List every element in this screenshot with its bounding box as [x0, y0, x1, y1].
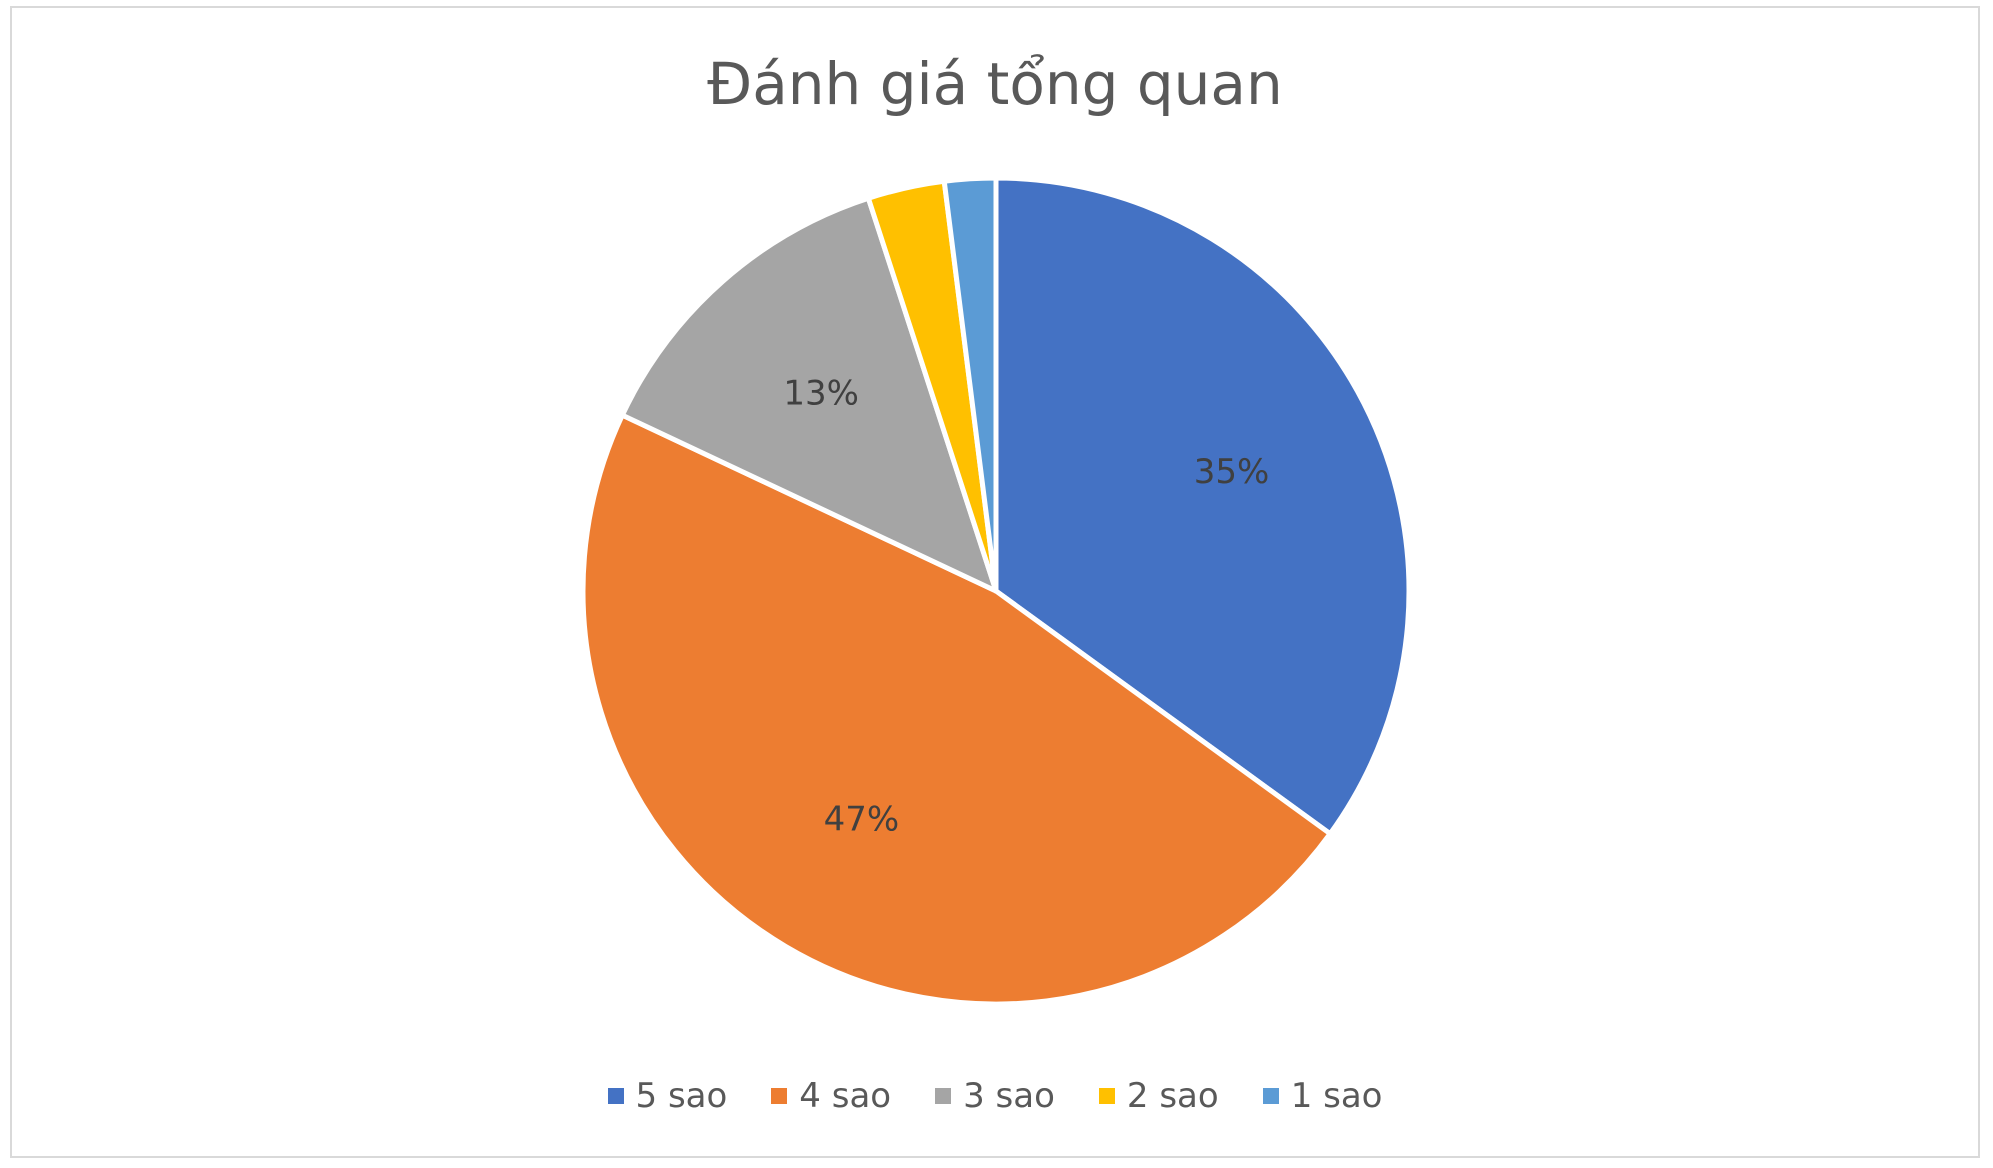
legend-swatch	[1262, 1088, 1279, 1104]
data-label-2: 47%	[824, 800, 900, 840]
pie-slice-5	[941, 175, 999, 594]
legend-swatch	[1098, 1088, 1115, 1104]
legend: 5 sao 4 sao 3 sao 2 sao 1 sao	[12, 1076, 1978, 1116]
legend-swatch	[771, 1088, 788, 1104]
legend-swatch	[935, 1088, 952, 1104]
pie-slice-2	[580, 412, 1333, 1007]
legend-label: 1 sao	[1290, 1076, 1383, 1116]
legend-label: 2 sao	[1126, 1076, 1219, 1116]
legend-swatch	[607, 1088, 624, 1104]
data-label-3: 13%	[783, 374, 859, 414]
pie-slice-3	[619, 195, 999, 594]
legend-item-3: 3 sao	[935, 1076, 1055, 1116]
legend-label: 4 sao	[799, 1076, 892, 1116]
legend-item-4: 2 sao	[1098, 1076, 1219, 1116]
legend-item-5: 1 sao	[1262, 1076, 1383, 1116]
legend-item-2: 4 sao	[771, 1076, 891, 1116]
legend-item-1: 5 sao	[607, 1076, 728, 1116]
data-label-1: 35%	[1194, 452, 1270, 492]
chart-title: Đánh giá tổng quan	[707, 50, 1283, 118]
legend-label: 5 sao	[635, 1076, 728, 1116]
pie-slice-1	[993, 175, 1412, 837]
legend-label: 3 sao	[963, 1076, 1055, 1116]
